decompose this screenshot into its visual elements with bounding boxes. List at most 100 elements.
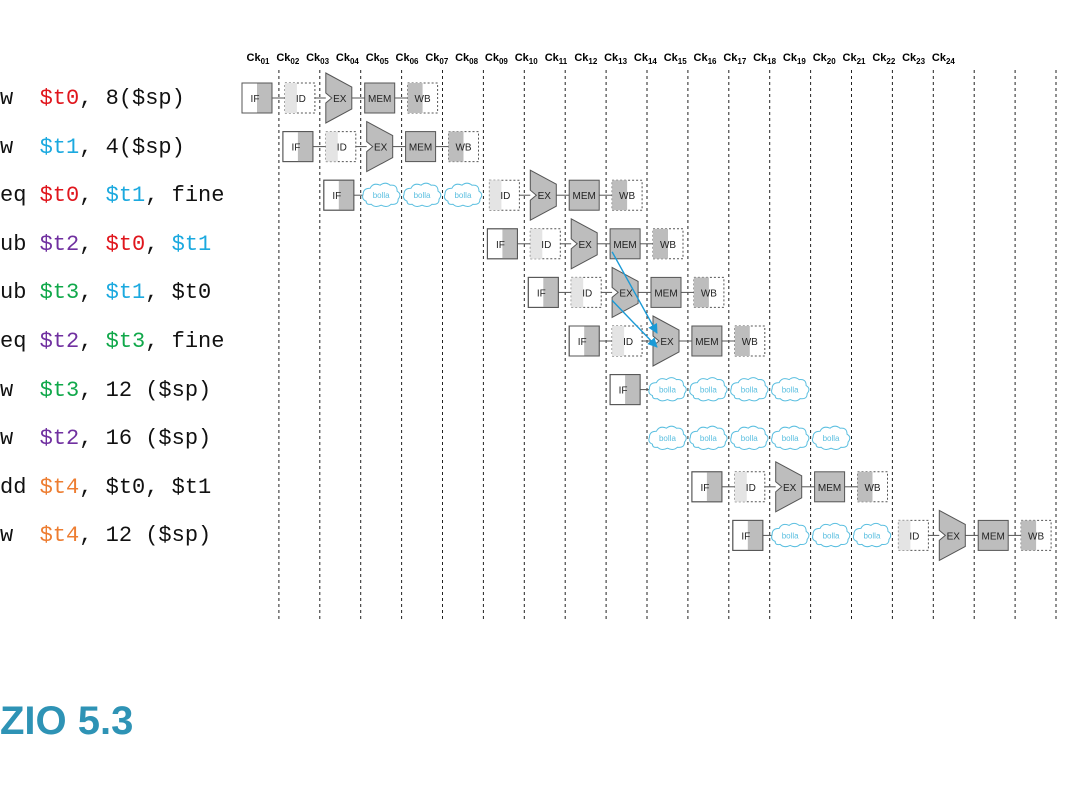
clock-label: Ck09: [485, 52, 509, 66]
stage-label: MEM: [982, 531, 1005, 542]
bubble-stall: bolla: [362, 182, 401, 207]
instruction-text: , 12 ($sp): [79, 523, 212, 549]
stage-if: [568, 325, 613, 357]
stage-label: ID: [746, 483, 756, 494]
stage-label: EX: [538, 191, 552, 202]
instruction-text: , fine: [145, 183, 225, 209]
stage-label: EX: [333, 94, 347, 105]
register-token: $t1: [39, 134, 80, 160]
instruction-text: , 16 ($sp): [79, 426, 212, 452]
forwarding-arrow: [611, 299, 658, 348]
clock-label: Ck20: [813, 52, 837, 66]
stage-label: EX: [660, 337, 674, 348]
instruction-line: ub $t2, $t0, $t1: [0, 230, 211, 260]
stage-label: ID: [541, 240, 551, 251]
stage-label: WB: [455, 143, 471, 154]
instruction-line: w $t1, 4($sp): [0, 133, 185, 163]
stage-ex: [938, 509, 981, 562]
register-token: $t2: [39, 426, 80, 452]
stage-if: [609, 374, 653, 406]
stage-label: IF: [496, 240, 505, 251]
stage-id: [611, 325, 653, 357]
instruction-line: ub $t3, $t1, $t0: [0, 278, 211, 308]
stage-label: EX: [783, 483, 797, 494]
stage-label: EX: [579, 240, 593, 251]
stage-ex: [570, 217, 613, 270]
register-token: $t3: [105, 329, 146, 354]
clock-label: Ck15: [664, 52, 688, 66]
clock-label: Ck21: [843, 52, 867, 66]
stage-label: ID: [296, 94, 306, 105]
stage-id: [488, 179, 531, 211]
bubble-label: bolla: [823, 434, 840, 443]
instruction-text: , $t0: [145, 280, 212, 306]
instruction-line: w $t3, 12 ($sp): [0, 376, 211, 406]
stage-ex: [775, 460, 817, 513]
clock-label: Ck01: [247, 52, 271, 66]
clock-label: Ck12: [574, 52, 598, 66]
clock-label: Ck10: [515, 52, 539, 66]
stage-label: IF: [700, 483, 709, 494]
register-token: $t3: [39, 280, 80, 306]
bubble-stall: bolla: [852, 522, 892, 548]
clock-label: Ck13: [604, 52, 628, 66]
instruction-line: dd $t4, $t0, $t1: [0, 473, 211, 503]
stage-label: MEM: [368, 94, 391, 105]
clock-label: Ck11: [545, 52, 568, 66]
stage-label: EX: [947, 531, 961, 542]
instruction-text: eq: [0, 183, 40, 209]
stage-mem: [364, 82, 408, 114]
bubble-label: bolla: [782, 386, 799, 395]
clock-label: Ck18: [753, 52, 777, 66]
stage-id: [529, 228, 572, 260]
bubble-label: bolla: [659, 434, 676, 443]
stage-if: [691, 471, 735, 503]
stage-label: ID: [337, 143, 347, 154]
stage-label: WB: [619, 191, 635, 202]
stage-label: ID: [500, 191, 510, 202]
bubble-stall: bolla: [689, 425, 728, 450]
register-token: $t1: [105, 280, 146, 306]
bubble-label: bolla: [782, 531, 799, 540]
stage-ex: [611, 266, 653, 319]
bubble-stall: bolla: [730, 425, 769, 450]
exercise-title: ZIO 5.3: [0, 699, 134, 743]
bubble-stall: bolla: [811, 522, 851, 548]
stage-id: [570, 276, 613, 308]
instruction-text: ,: [79, 183, 106, 209]
instruction-text: ub: [0, 231, 40, 257]
stage-id: [897, 519, 940, 551]
stage-wb: [448, 131, 479, 163]
stage-id: [325, 131, 367, 163]
bubble-stall: bolla: [648, 425, 687, 450]
stage-label: WB: [701, 288, 717, 299]
instruction-text: , fine: [145, 329, 225, 354]
clock-label: Ck06: [396, 52, 420, 66]
stage-label: IF: [332, 191, 341, 202]
register-token: $t0: [39, 183, 80, 209]
bubble-label: bolla: [414, 191, 431, 200]
stage-mem: [568, 179, 613, 211]
instruction-list: w $t0, 8($sp) w $t1, 4($sp) eq $t0, $t1, f…: [0, 0, 240, 620]
instruction-text: ,: [145, 231, 172, 257]
clock-label: Ck23: [902, 52, 926, 66]
stage-label: WB: [742, 337, 758, 348]
register-token: $t1: [105, 183, 146, 209]
stage-label: MEM: [573, 191, 596, 202]
clock-label: Ck03: [306, 52, 330, 66]
bubble-stall: bolla: [771, 522, 810, 548]
stage-label: IF: [619, 386, 628, 397]
bubble-stall: bolla: [771, 425, 810, 450]
stage-mem: [977, 519, 1022, 551]
bubble-stall: bolla: [443, 182, 483, 207]
stage-label: EX: [374, 143, 388, 154]
stage-label: MEM: [654, 288, 677, 299]
bubble-label: bolla: [863, 531, 880, 540]
stage-wb: [611, 179, 643, 211]
clock-label: Ck04: [336, 52, 360, 66]
bubble-stall: bolla: [689, 377, 728, 402]
stage-if: [241, 82, 285, 114]
register-token: $t0: [105, 231, 146, 257]
instruction-text: , 8($sp): [79, 86, 185, 111]
stage-label: IF: [741, 531, 750, 542]
